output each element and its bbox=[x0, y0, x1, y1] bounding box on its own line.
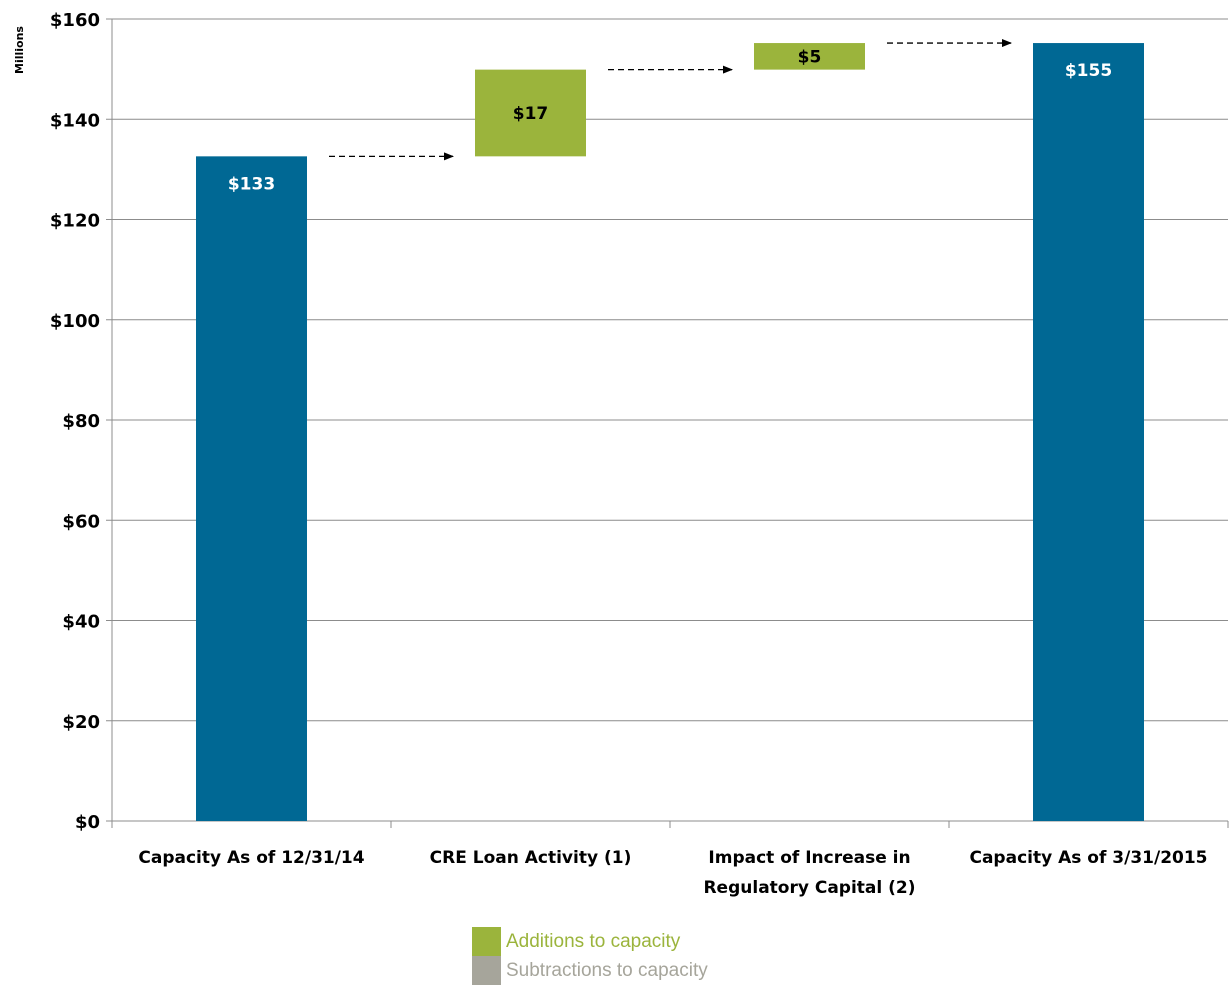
x-category-label: CRE Loan Activity (1) bbox=[430, 848, 632, 868]
y-tick-label: $100 bbox=[50, 311, 100, 332]
x-category-label: Impact of Increase in bbox=[708, 848, 910, 868]
legend: Additions to capacity Subtractions to ca… bbox=[472, 927, 708, 985]
y-tick-label: $120 bbox=[50, 211, 100, 232]
addition-bar bbox=[754, 43, 865, 70]
data-label: $155 bbox=[1065, 61, 1112, 81]
y-tick-label: $60 bbox=[62, 511, 100, 532]
x-category-label: Capacity As of 3/31/2015 bbox=[969, 848, 1207, 868]
legend-item-subtractions: Subtractions to capacity bbox=[472, 956, 708, 985]
x-category-label: Capacity As of 12/31/14 bbox=[138, 848, 364, 868]
y-tick-label: $0 bbox=[75, 812, 100, 833]
legend-label-additions: Additions to capacity bbox=[506, 930, 681, 952]
y-tick-label: $160 bbox=[50, 10, 100, 31]
legend-label-subtractions: Subtractions to capacity bbox=[506, 959, 708, 981]
y-tick-label: $40 bbox=[62, 612, 100, 633]
data-label: $5 bbox=[798, 47, 822, 67]
total-bar bbox=[196, 156, 307, 821]
data-label: $133 bbox=[228, 174, 275, 194]
y-tick-label: $80 bbox=[62, 411, 100, 432]
legend-swatch-subtractions bbox=[472, 956, 501, 985]
legend-swatch-additions bbox=[472, 927, 501, 956]
y-tick-label: $20 bbox=[62, 712, 100, 733]
data-label: $17 bbox=[513, 104, 549, 124]
addition-bar bbox=[475, 69, 586, 157]
legend-item-additions: Additions to capacity bbox=[472, 927, 708, 956]
x-category-label: Regulatory Capital (2) bbox=[703, 878, 915, 898]
y-tick-label: $140 bbox=[50, 110, 100, 131]
y-axis-unit-label: Millions bbox=[13, 26, 26, 74]
total-bar bbox=[1033, 43, 1144, 822]
